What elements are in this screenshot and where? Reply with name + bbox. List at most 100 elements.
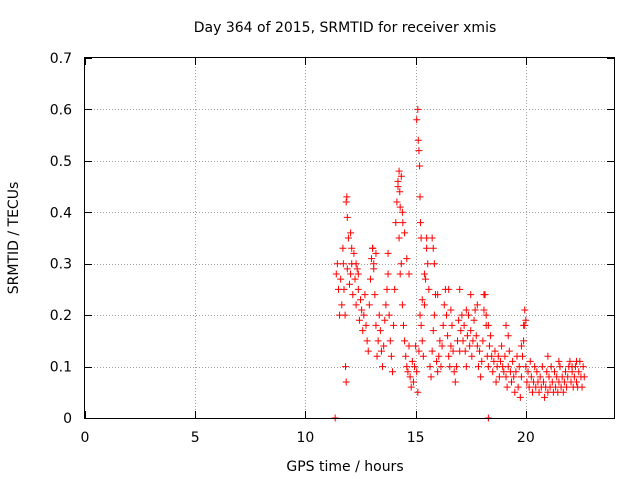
data-point [395, 234, 403, 242]
data-point [466, 342, 474, 350]
y-tick-label: 0 [63, 411, 72, 427]
data-point [556, 363, 564, 371]
data-point [467, 291, 475, 299]
data-point [511, 388, 519, 396]
data-point [394, 177, 402, 185]
data-point [465, 311, 473, 319]
data-point [416, 162, 424, 170]
data-point [430, 260, 438, 268]
y-tick-labels: 0 0.1 0.2 0.3 0.4 0.5 0.6 0.7 [50, 51, 72, 427]
data-point [349, 291, 357, 299]
y-tick-label: 0.1 [50, 360, 72, 376]
data-point [385, 311, 393, 319]
data-point [478, 357, 486, 365]
data-point [545, 373, 553, 381]
data-point [570, 373, 578, 381]
data-point [401, 229, 409, 237]
data-point [566, 357, 574, 365]
data-point [380, 342, 388, 350]
data-point [397, 172, 405, 180]
data-point [406, 373, 414, 381]
data-point [479, 337, 487, 345]
data-point [544, 352, 552, 360]
data-point [463, 332, 471, 340]
x-axis-label: GPS time / hours [286, 459, 403, 475]
y-axis-label: SRMTID / TECUs [6, 182, 22, 295]
data-point [533, 368, 541, 376]
data-point [416, 219, 424, 227]
data-point [494, 352, 502, 360]
data-point [351, 275, 359, 283]
data-point [548, 378, 556, 386]
data-point [344, 234, 352, 242]
y-tick-label: 0.4 [50, 205, 72, 221]
data-point [376, 327, 384, 335]
data-point [339, 260, 347, 268]
data-point [490, 357, 498, 365]
data-point [412, 342, 420, 350]
data-point [393, 198, 401, 206]
data-point [353, 265, 361, 273]
data-point [387, 352, 395, 360]
data-point [396, 270, 404, 278]
data-point [509, 357, 517, 365]
data-point [396, 203, 404, 211]
data-point [426, 363, 434, 371]
data-point [398, 301, 406, 309]
data-point [515, 363, 523, 371]
data-point [578, 383, 586, 391]
data-point [505, 347, 513, 355]
data-point [428, 347, 436, 355]
data-point [488, 352, 496, 360]
data-point [332, 270, 340, 278]
data-point [563, 383, 571, 391]
data-point [461, 347, 469, 355]
data-point [337, 275, 345, 283]
data-point [377, 347, 385, 355]
data-point [360, 311, 368, 319]
data-point [342, 363, 350, 371]
x-tick-labels: 0 5 10 15 20 [81, 430, 535, 446]
data-point [442, 311, 450, 319]
y-tick-label: 0.7 [50, 51, 72, 67]
data-point [491, 347, 499, 355]
data-point [396, 188, 404, 196]
data-point [473, 342, 481, 350]
data-point [343, 265, 351, 273]
data-point [375, 311, 383, 319]
data-point [434, 368, 442, 376]
data-point [482, 311, 490, 319]
x-tick-label: 10 [297, 430, 315, 446]
data-point [418, 296, 426, 304]
data-point [343, 193, 351, 201]
data-point [429, 244, 437, 252]
data-point [559, 388, 567, 396]
data-point [371, 291, 379, 299]
data-point [357, 296, 365, 304]
data-point [413, 116, 421, 124]
y-tick-label: 0.6 [50, 102, 72, 118]
data-point [420, 270, 428, 278]
data-point [416, 311, 424, 319]
data-point [425, 285, 433, 293]
data-point [362, 321, 370, 329]
data-point [398, 208, 406, 216]
data-point [472, 332, 480, 340]
data-point [452, 363, 460, 371]
data-point [392, 219, 400, 227]
data-point [423, 244, 431, 252]
chart-title: Day 364 of 2015, SRMTID for receiver xmi… [194, 20, 497, 36]
data-point [413, 368, 421, 376]
data-point [522, 363, 530, 371]
data-point [338, 301, 346, 309]
data-point [445, 352, 453, 360]
data-point [568, 363, 576, 371]
y-tick-label: 0.3 [50, 257, 72, 273]
data-point [405, 270, 413, 278]
data-point [455, 316, 463, 324]
data-point [369, 244, 377, 252]
data-point [485, 342, 493, 350]
data-point [446, 363, 454, 371]
data-point [384, 249, 392, 257]
data-point [419, 352, 427, 360]
